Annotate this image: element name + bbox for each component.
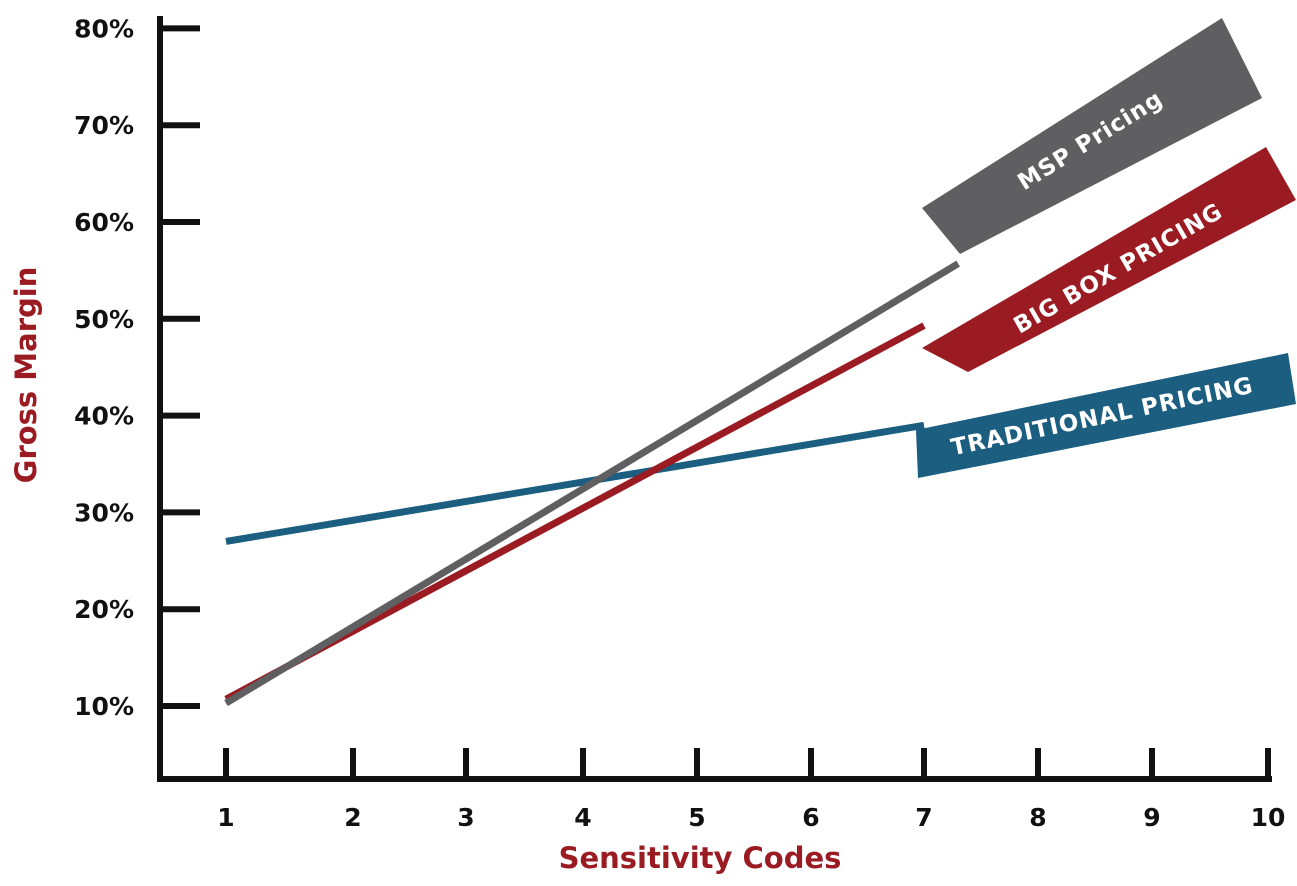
series-lines	[224, 260, 961, 707]
x-tick-label: 3	[457, 803, 474, 832]
y-tick-label: 60%	[74, 208, 134, 237]
traditional-pricing-tag	[916, 353, 1296, 478]
x-axis-title: Sensitivity Codes	[559, 841, 842, 875]
x-tick-label: 6	[802, 803, 819, 832]
y-tick-label: 10%	[74, 692, 134, 721]
x-tick-label: 1	[217, 803, 234, 832]
big-box-pricing-tag	[922, 147, 1296, 372]
x-tick-label: 2	[344, 803, 361, 832]
y-tick-label: 70%	[74, 111, 134, 140]
axes	[157, 16, 1272, 782]
traditional-pricing-line	[225, 421, 925, 545]
y-tick-label: 50%	[74, 305, 134, 334]
x-tick-label: 7	[915, 803, 932, 832]
y-ticks: 10% 20% 30% 40% 50% 60% 70% 80%	[74, 14, 200, 721]
x-tick-label: 4	[574, 803, 591, 832]
x-tick-label: 10	[1251, 803, 1286, 832]
x-tick-label: 8	[1029, 803, 1046, 832]
big-box-pricing-label: BIG BOX PRICING	[1010, 198, 1228, 339]
x-ticks: 1 2 3 4 5 6 7 8 9 10	[217, 748, 1285, 832]
x-tick-label: 9	[1143, 803, 1160, 832]
x-tick-label: 5	[688, 803, 705, 832]
msp-pricing-line	[224, 260, 961, 707]
y-axis-title: Gross Margin	[9, 267, 43, 484]
y-tick-label: 80%	[74, 14, 134, 43]
msp-pricing-tag	[922, 18, 1262, 254]
y-tick-label: 20%	[74, 595, 134, 624]
y-tick-label: 40%	[74, 402, 134, 431]
y-tick-label: 30%	[74, 498, 134, 527]
